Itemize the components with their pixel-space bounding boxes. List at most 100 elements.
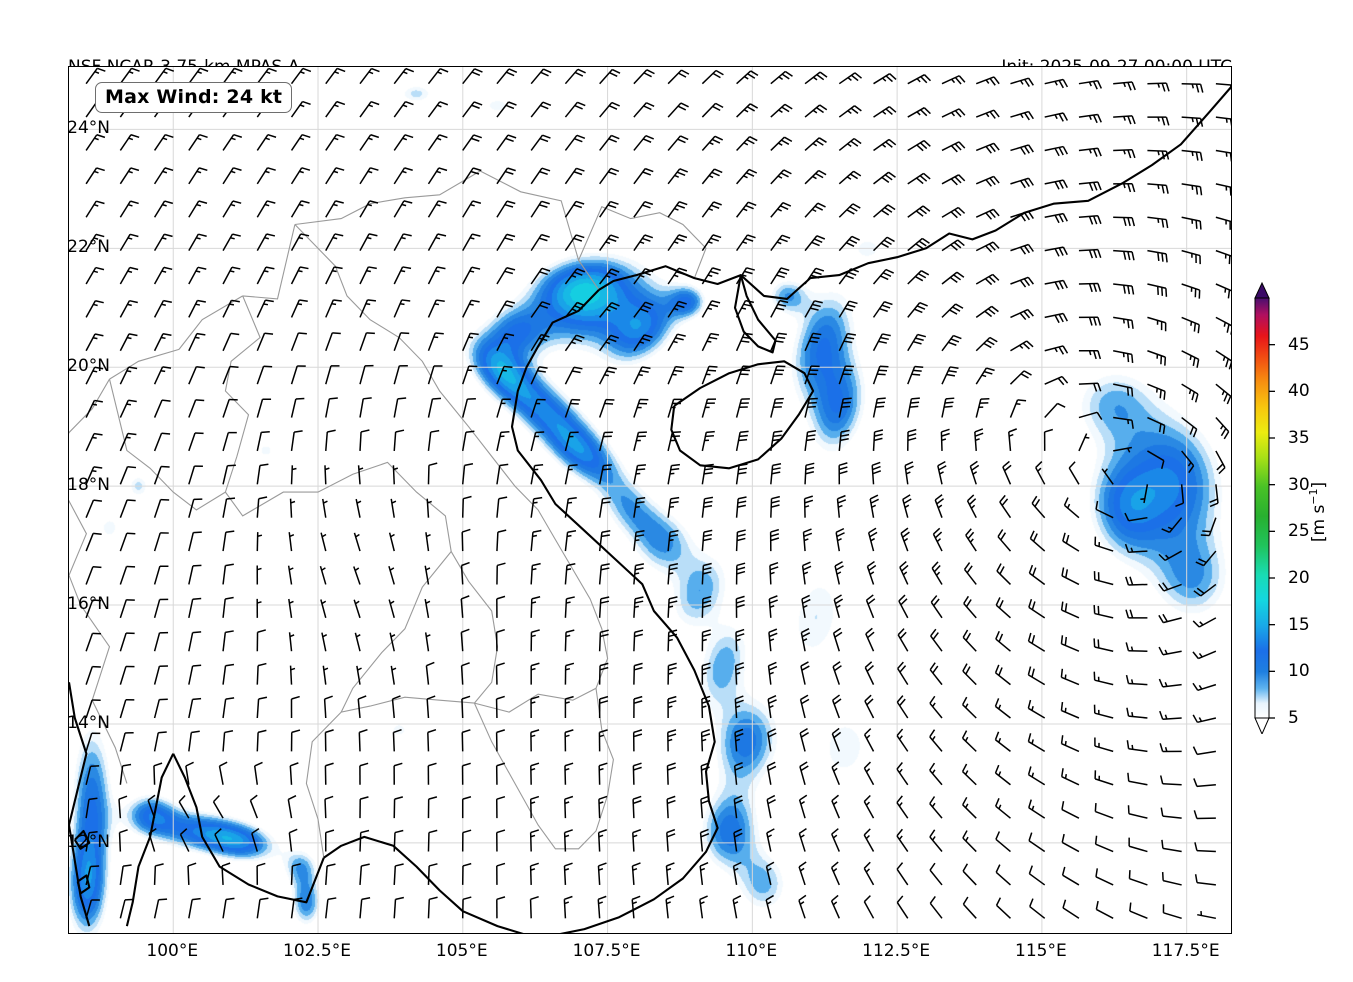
barb-shaft [1181,216,1201,222]
wind-barb [1028,865,1046,886]
barb-shaft [995,838,1011,853]
wind-barb [424,565,431,585]
wind-barb [256,662,267,685]
barb-shaft [119,300,131,318]
wind-barb [1010,276,1034,288]
barb-shaft [1128,649,1148,652]
wind-barb [564,762,574,785]
wind-barb [631,895,641,919]
wind-barb [1009,399,1027,418]
barb-full [915,210,924,217]
barb-shaft [838,72,856,85]
wind-barb [188,432,204,452]
colorbar[interactable] [1249,282,1275,734]
barb-shaft [462,233,473,251]
wind-barb [1010,110,1034,121]
barb-full [530,895,539,901]
wind-barb [427,299,445,318]
barb-full [957,239,965,247]
barb-full [936,498,945,505]
wind-barb [1158,678,1182,688]
barb-full [1163,391,1166,400]
barb-full [325,762,334,767]
barb-shaft [85,267,97,285]
barb-full [680,102,689,108]
wind-barb [632,729,643,752]
barb-full [633,766,642,771]
barb-half [931,702,936,707]
barb-shaft [838,235,853,252]
barb-full [1223,393,1229,402]
barb-full [677,138,686,144]
barb-shaft [1128,715,1148,719]
barb-shaft [179,834,190,852]
barb-full [678,267,688,272]
barb-full [814,300,823,304]
barb-shaft [873,138,890,152]
barb-full [1029,898,1034,907]
barb-full [802,565,812,571]
barb-shaft [188,167,200,185]
barb-shaft [598,565,603,585]
barb-full [542,101,552,107]
map-plot-area[interactable]: Max Wind: 24 kt [68,66,1232,934]
barb-half [672,373,677,376]
barb-half [229,270,235,273]
barb-full [496,729,506,734]
barb-full [633,700,643,704]
barb-shaft [995,604,1011,619]
barb-shaft [598,498,604,518]
barb-full [771,504,780,508]
barb-shaft [188,632,194,652]
barb-full [178,795,186,803]
barb-full [326,863,336,867]
barb-shaft [359,200,371,218]
lat-tick-label: 24°N [67,118,110,139]
barb-shaft [119,899,126,919]
barb-shaft [222,632,227,652]
wind-barb [427,266,446,285]
barb-shaft [530,399,538,418]
wind-barb [736,136,758,151]
wind-barb [798,894,807,919]
barb-full [802,598,811,604]
barb-full [950,338,960,343]
wind-barb [931,561,943,585]
barb-full [967,531,975,540]
barb-full [1057,402,1066,408]
wind-barb [462,266,481,285]
barb-full [863,794,871,803]
barb-shaft [119,532,128,552]
wind-barb [530,562,541,585]
barb-shaft [962,670,977,686]
wind-barb [391,695,401,719]
wind-barb [119,465,137,485]
wind-barb [1113,216,1136,227]
barb-half [231,71,237,75]
barb-full [806,434,816,437]
barb-shaft [975,241,994,252]
wind-barb [830,894,840,919]
wind-barb [667,267,688,285]
barb-full [642,271,651,276]
wind-barb [212,795,224,819]
barb-full [127,499,136,502]
barb-full [504,303,513,308]
barb-full [706,430,715,434]
wind-barb [941,334,962,352]
wind-barb [85,266,105,285]
barb-shaft [1181,149,1201,154]
barb-shaft [1128,780,1148,786]
barb-shaft [85,866,92,886]
barb-shaft [188,266,199,285]
wind-barb [736,103,759,118]
wind-barb [1195,550,1217,567]
barb-shaft [1010,210,1029,218]
barb-full [1225,358,1230,368]
barb-half [916,78,921,83]
barb-full [636,468,646,471]
wind-barb [633,268,654,285]
wind-barb [564,234,585,252]
barb-shaft [188,432,196,452]
wind-barb [1181,82,1204,93]
